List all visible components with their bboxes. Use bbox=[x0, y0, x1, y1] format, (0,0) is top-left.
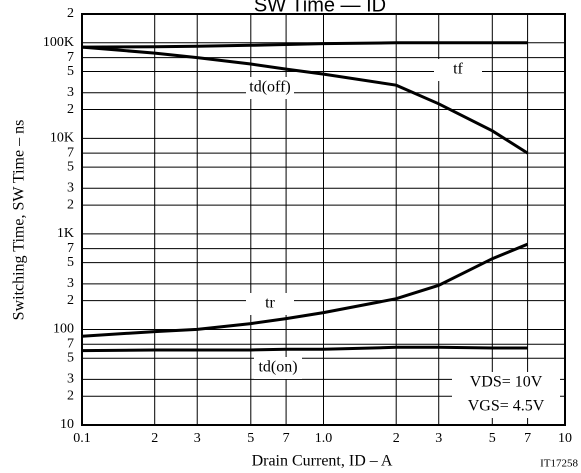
x-tick-label: 7 bbox=[524, 431, 531, 446]
x-tick-label: 3 bbox=[435, 431, 442, 446]
x-tick-label: 3 bbox=[194, 431, 201, 446]
y-tick-label: 5 bbox=[67, 64, 74, 79]
series-line bbox=[81, 345, 528, 353]
series-label: td(off) bbox=[249, 79, 290, 96]
y-tick-label: 5 bbox=[67, 255, 74, 270]
y-tick-label: 3 bbox=[67, 276, 74, 291]
x-tick-label: 5 bbox=[247, 431, 254, 446]
y-tick-label: 3 bbox=[67, 85, 74, 100]
y-tick-label: 2 bbox=[67, 197, 74, 212]
y-tick-label: 5 bbox=[67, 350, 74, 365]
label-bg bbox=[254, 357, 302, 379]
annotation: IT17258 bbox=[540, 458, 578, 470]
y-tick-label: 10K bbox=[50, 131, 74, 146]
label-bg bbox=[246, 77, 294, 99]
x-tick-label: 2 bbox=[393, 431, 400, 446]
x-tick-label: 10 bbox=[558, 431, 572, 446]
y-tick-label: 5 bbox=[67, 159, 74, 174]
series-line bbox=[81, 41, 528, 49]
y-tick-label: 3 bbox=[67, 181, 74, 196]
series-line bbox=[81, 242, 529, 338]
y-tick-label: 2 bbox=[67, 293, 74, 308]
y-tick-label: 7 bbox=[67, 50, 74, 65]
x-tick-label: 2 bbox=[151, 431, 158, 446]
chart-title: SW Time — ID bbox=[254, 0, 386, 16]
annotation: VDS= 10V bbox=[470, 374, 543, 391]
annotation: VGS= 4.5V bbox=[468, 398, 545, 415]
y-tick-label: 2 bbox=[67, 102, 74, 117]
x-tick-label: 7 bbox=[283, 431, 290, 446]
series-line bbox=[81, 45, 529, 155]
x-tick-label: 1.0 bbox=[315, 431, 333, 446]
y-axis-label: Switching Time, SW Time – ns bbox=[11, 120, 28, 321]
x-tick-label: 5 bbox=[489, 431, 496, 446]
series-label: tr bbox=[265, 295, 275, 312]
y-tick-label: 3 bbox=[67, 372, 74, 387]
y-tick-label: 7 bbox=[67, 336, 74, 351]
x-axis-label: Drain Current, ID – A bbox=[252, 453, 393, 470]
series-label: td(on) bbox=[258, 359, 297, 376]
y-tick-label: 10 bbox=[60, 417, 74, 432]
y-tick-label: 100K bbox=[43, 35, 74, 50]
x-tick-label: 0.1 bbox=[73, 431, 91, 446]
y-tick-label: 7 bbox=[67, 145, 74, 160]
y-tick-label: 1K bbox=[57, 226, 74, 241]
label-bg bbox=[434, 59, 482, 81]
series-label: tf bbox=[453, 61, 463, 78]
plot-frame bbox=[81, 13, 566, 426]
y-tick-label: 2 bbox=[67, 6, 74, 21]
label-bg bbox=[246, 293, 294, 315]
y-tick-label: 7 bbox=[67, 241, 74, 256]
y-tick-label: 2 bbox=[67, 388, 74, 403]
note-bg bbox=[452, 372, 560, 418]
y-tick-label: 100 bbox=[53, 322, 74, 337]
